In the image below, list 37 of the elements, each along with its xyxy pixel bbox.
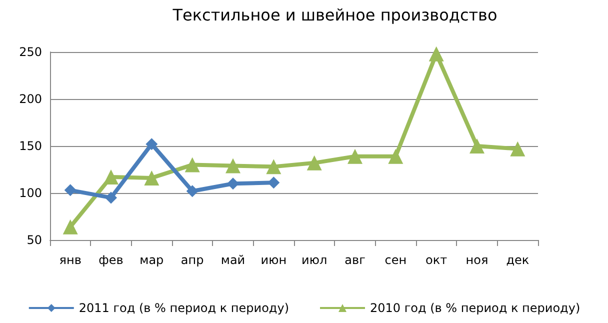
y-tick-label: 50: [26, 233, 42, 247]
point: [428, 46, 444, 62]
x-tick-label: май: [220, 253, 246, 267]
point: [184, 157, 200, 172]
point: [144, 170, 160, 186]
x-tick-label: июн: [260, 253, 287, 267]
x-tick-label: янв: [59, 253, 82, 267]
legend-label: 2011 год (в % период к периоду): [78, 301, 289, 315]
x-tick-label: ноя: [466, 253, 488, 267]
x-tick-label: мар: [140, 253, 164, 267]
y-tick-label: 100: [19, 186, 42, 200]
point: [470, 138, 484, 154]
y-tick-label: 250: [19, 45, 42, 59]
point: [64, 184, 76, 196]
legend-label: 2010 год (в % период к периоду): [370, 301, 580, 315]
x-tick-label: окт: [426, 253, 448, 267]
x-tick-label: авг: [344, 253, 366, 267]
point: [186, 185, 198, 198]
point: [388, 148, 404, 164]
point: [268, 176, 280, 189]
chart-title: Текстильное и швейное производство: [172, 6, 498, 24]
point: [348, 148, 362, 164]
point: [510, 141, 526, 156]
x-tick-label: июл: [302, 253, 328, 267]
y-tick-label: 150: [19, 139, 42, 153]
point: [146, 138, 158, 150]
x-tick-label: сен: [384, 253, 407, 267]
x-tick-label: апр: [180, 253, 204, 267]
point: [104, 170, 118, 185]
point: [266, 159, 282, 174]
point: [105, 192, 117, 204]
y-tick-label: 200: [19, 92, 42, 106]
point: [62, 219, 78, 234]
point: [306, 155, 322, 170]
point: [226, 158, 240, 174]
x-tick-label: фев: [98, 253, 124, 267]
x-tick-label: дек: [506, 253, 530, 267]
